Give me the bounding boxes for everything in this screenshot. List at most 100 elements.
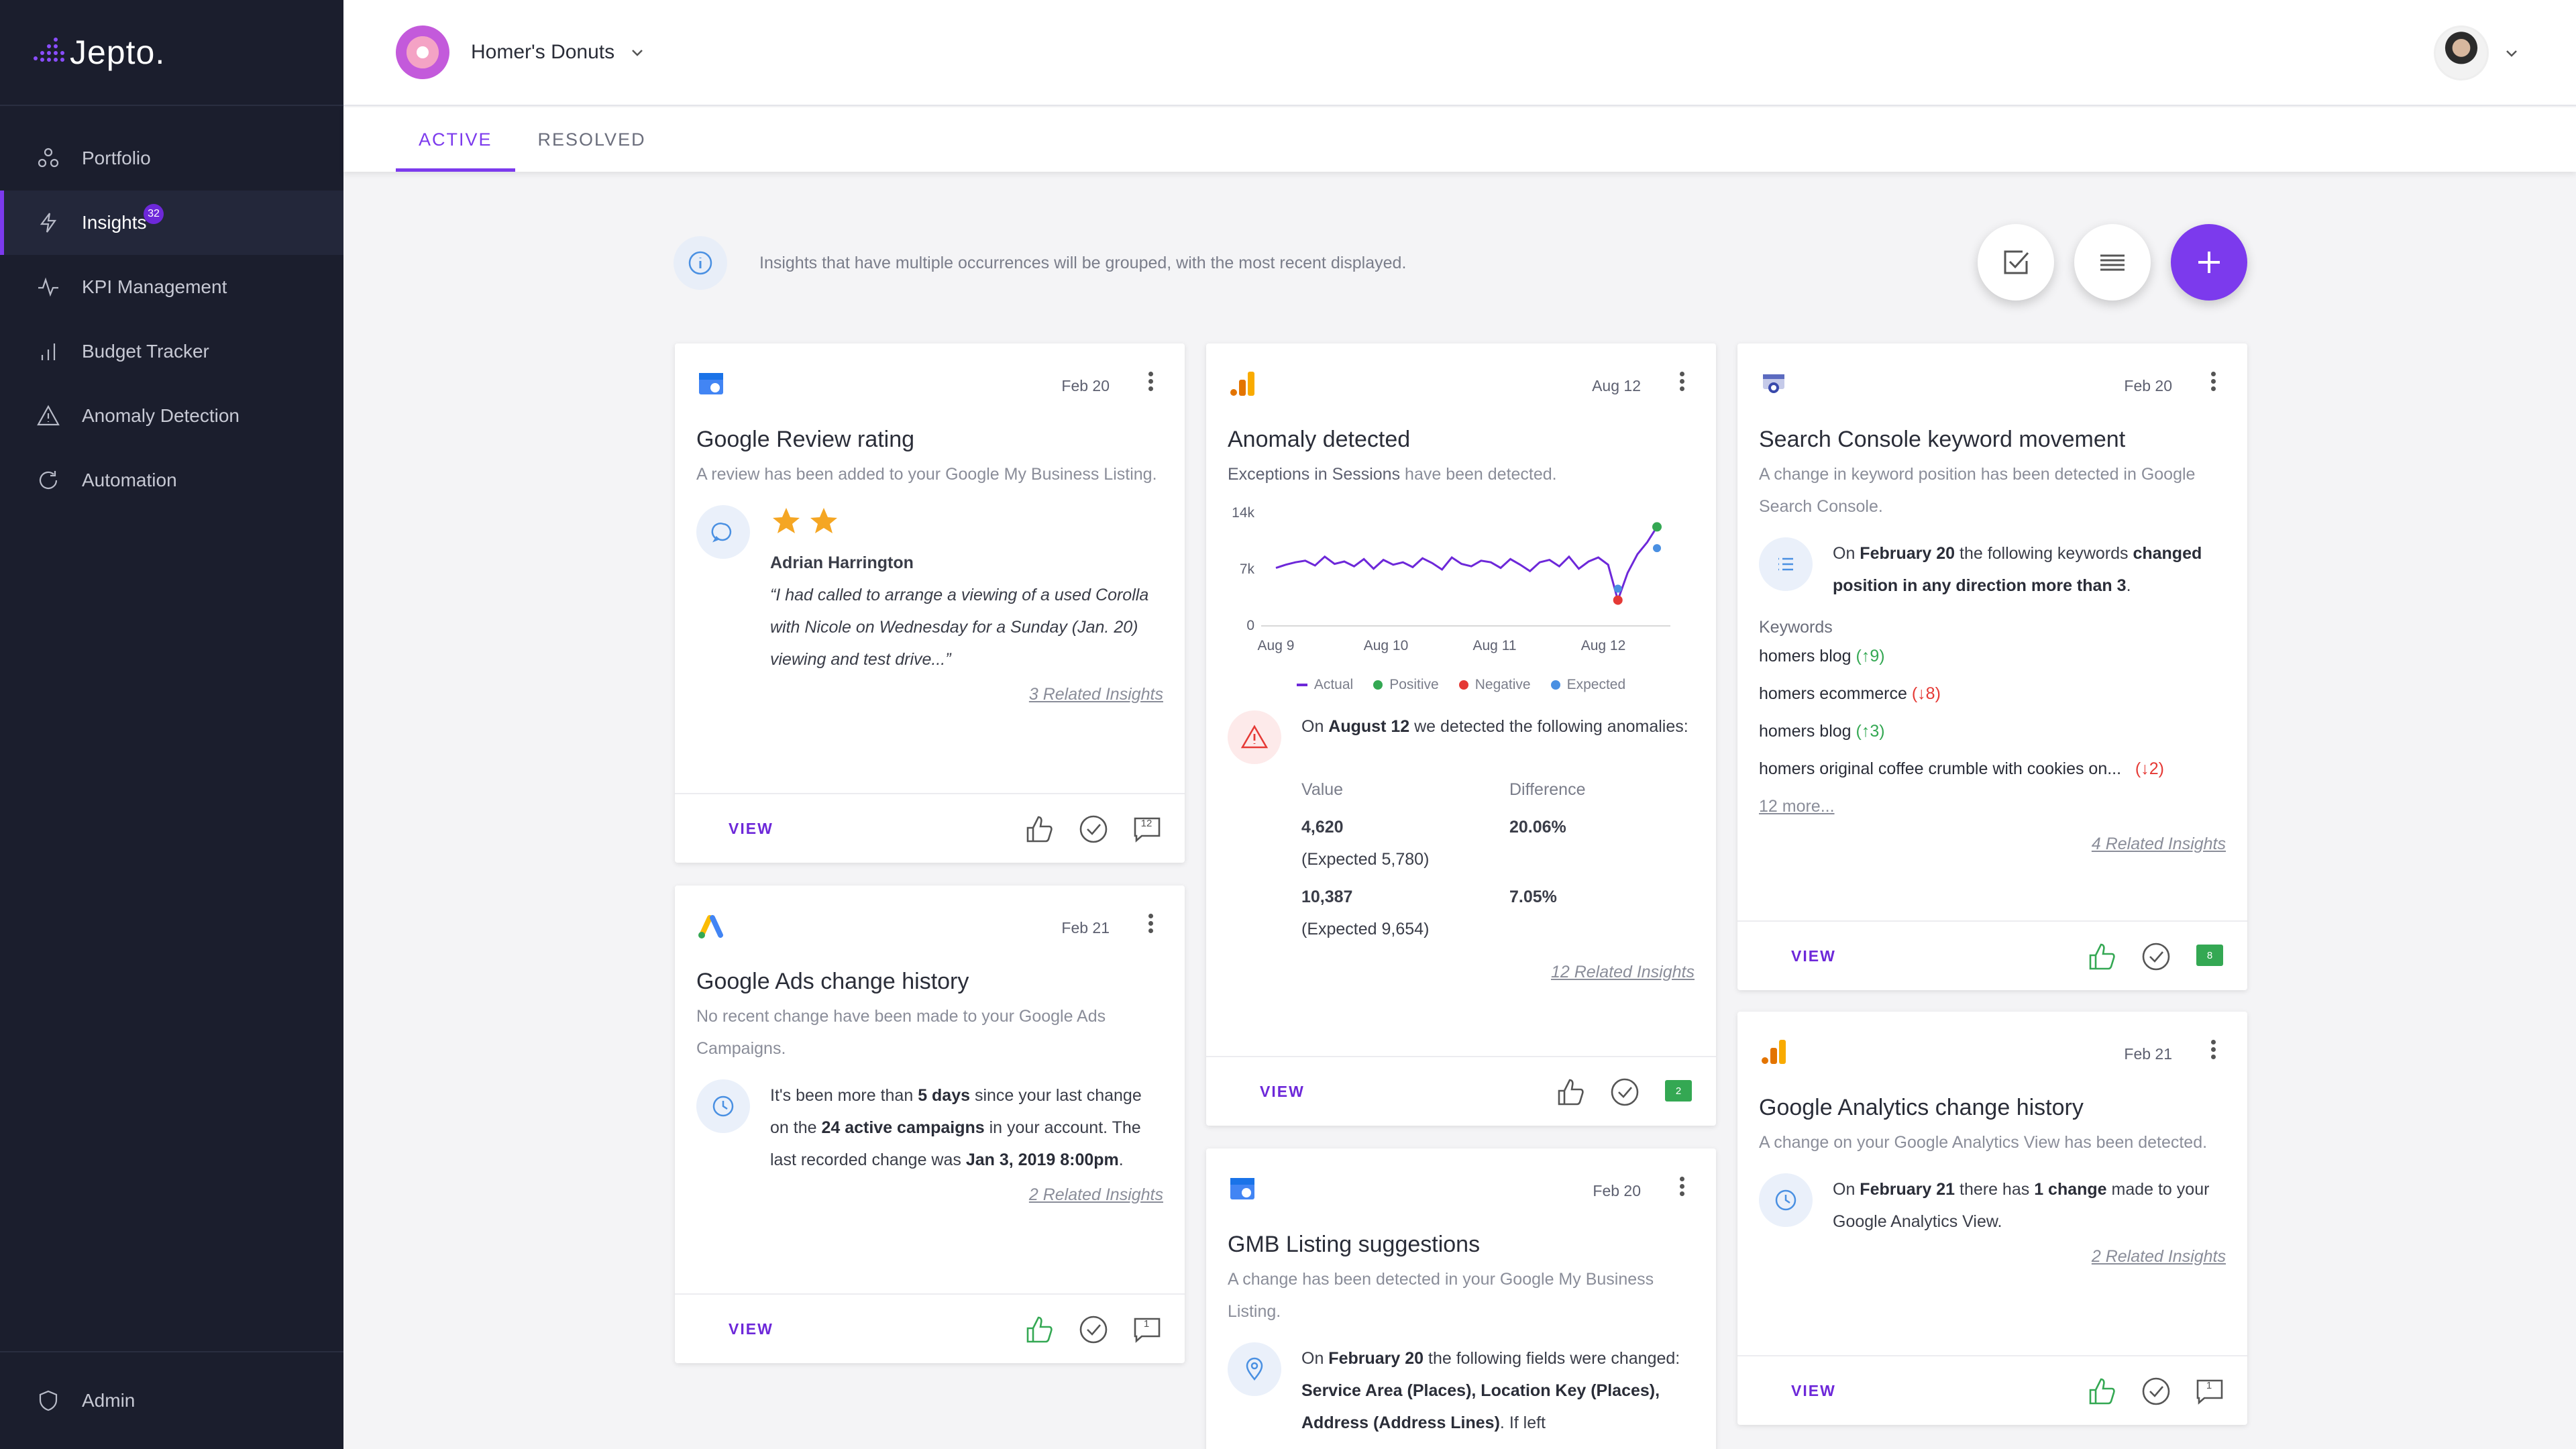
related-insights-link[interactable]: 4 Related Insights [2091,835,2226,853]
related-insights-link[interactable]: 2 Related Insights [1028,1185,1163,1204]
comments-icon[interactable]: 1 [1130,1312,1165,1347]
sidebar-item-label: Automation [82,470,177,490]
tab-bar: ACTIVE RESOLVED [343,107,2576,172]
comments-icon[interactable]: 8 [2192,939,2227,974]
view-button[interactable]: VIEW [729,1320,773,1338]
resolve-check-icon[interactable] [1607,1075,1642,1110]
anomaly-value-cell: 10,387 (Expected 9,654) [1301,888,1430,938]
plus-icon [2198,252,2220,273]
ads-detail-text: It's been more than 5 days since your la… [770,1086,1142,1169]
sidebar-item-budget-tracker[interactable]: Budget Tracker [0,319,343,384]
chevron-down-icon[interactable] [629,44,645,60]
more-options-icon[interactable] [2208,369,2218,396]
insight-card-anomaly: Aug 12 Anomaly detected Exceptions in Se… [1206,343,1716,1126]
resolve-check-icon[interactable] [2139,939,2174,974]
more-options-icon[interactable] [2208,1037,2218,1064]
card-date: Feb 20 [2124,377,2172,394]
keywords-label: Keywords [1759,618,1833,637]
star-icon [810,508,837,533]
resolve-check-icon[interactable] [1076,1312,1111,1347]
sidebar-item-label: KPI Management [82,276,227,297]
legend-positive: Positive [1373,677,1439,693]
negative-anomaly-point [1613,595,1623,605]
user-menu[interactable] [2434,25,2520,80]
tab-resolved[interactable]: RESOLVED [537,129,646,150]
review-author: Adrian Harrington [770,553,914,572]
view-button[interactable]: VIEW [1791,1381,1836,1399]
view-button[interactable]: VIEW [1260,1082,1305,1100]
sidebar-item-kpi-management[interactable]: KPI Management [0,255,343,319]
keyword-item: homers blog (↑9) [1759,647,1885,665]
related-insights-link[interactable]: 3 Related Insights [1028,685,1163,704]
refresh-icon [36,468,60,492]
card-description: A change has been detected in your Googl… [1228,1270,1654,1321]
card-date: Aug 12 [1592,377,1641,394]
thumbs-up-icon[interactable] [2085,939,2120,974]
insight-card-search-console: Feb 20 Search Console keyword movement A… [1737,343,2247,990]
thumbs-up-icon[interactable] [1022,812,1057,847]
tab-active[interactable]: ACTIVE [396,107,515,172]
pulse-icon [36,275,60,299]
chevron-down-icon[interactable] [2504,45,2520,61]
mark-all-resolved-button[interactable] [1978,224,2054,301]
card-footer: VIEW 1 [675,1293,1185,1363]
org-name[interactable]: Homer's Donuts [471,41,615,63]
more-options-icon[interactable] [1146,911,1155,938]
card-date: Feb 21 [1061,919,1110,936]
sidebar-item-insights[interactable]: Insights 32 [0,191,343,255]
card-description: A review has been added to your Google M… [696,465,1157,484]
y-tick-label: 14k [1232,505,1254,521]
comments-icon[interactable]: 1 [2192,1374,2227,1409]
sidebar-item-admin[interactable]: Admin [0,1351,343,1449]
sidebar-item-anomaly-detection[interactable]: Anomaly Detection [0,384,343,448]
positive-anomaly-point [1652,522,1662,532]
value-header: Value [1301,780,1344,799]
resolve-check-icon[interactable] [1076,812,1111,847]
expected-point [1613,584,1622,593]
thumbs-up-icon[interactable] [2085,1374,2120,1409]
comments-icon[interactable]: 2 [1661,1075,1696,1110]
card-description: No recent change have been made to your … [696,1007,1106,1058]
google-ads-icon [698,915,723,938]
view-button[interactable]: VIEW [729,819,773,837]
related-insights-link[interactable]: 2 Related Insights [2091,1247,2226,1266]
anomaly-table: Value Difference 4,620 (Expected 5,780) 2… [1206,773,1716,945]
resolve-check-icon[interactable] [2139,1374,2174,1409]
location-pin-icon [1228,1342,1281,1396]
y-tick-label: 7k [1240,561,1255,577]
more-keywords-link[interactable]: 12 more... [1759,797,1835,816]
thumbs-up-icon[interactable] [1554,1075,1589,1110]
insight-card-gmb-listing: Feb 20 GMB Listing suggestions A change … [1206,1148,1716,1449]
series-actual-line [1275,526,1658,604]
thumbs-up-icon[interactable] [1022,1312,1057,1347]
expected-point [1653,544,1661,553]
search-console-icon [1763,374,1784,393]
add-insight-button[interactable] [2171,224,2247,301]
org-avatar[interactable] [396,25,449,79]
more-options-icon[interactable] [1677,369,1686,396]
warning-icon [1228,710,1281,764]
more-options-icon[interactable] [1146,369,1155,396]
related-insights-link[interactable]: 12 Related Insights [1550,963,1695,981]
card-date: Feb 20 [1593,1182,1641,1199]
clock-icon [1759,1173,1813,1227]
more-options-icon[interactable] [1677,1174,1686,1201]
logo-mark-icon [31,36,64,68]
comment-count: 8 [2196,945,2223,966]
insight-card-google-ads: Feb 21 Google Ads change history No rece… [675,885,1185,1363]
comment-icon [696,505,750,559]
card-footer: VIEW 12 [675,793,1185,863]
console-detail-text: On February 20 the following keywords ch… [1833,544,2202,595]
anomaly-detail-text: On August 12 we detected the following a… [1301,717,1688,736]
star-rating [770,505,1163,537]
avatar[interactable] [2434,25,2489,80]
comments-icon[interactable]: 12 [1130,812,1165,847]
logo[interactable]: Jepto. [0,0,343,106]
sidebar-item-label: Anomaly Detection [82,405,240,426]
sidebar-item-automation[interactable]: Automation [0,448,343,513]
sidebar-item-portfolio[interactable]: Portfolio [0,126,343,191]
card-date: Feb 20 [1061,377,1110,394]
comment-count: 2 [1665,1080,1692,1102]
list-view-button[interactable] [2074,224,2151,301]
view-button[interactable]: VIEW [1791,947,1836,965]
